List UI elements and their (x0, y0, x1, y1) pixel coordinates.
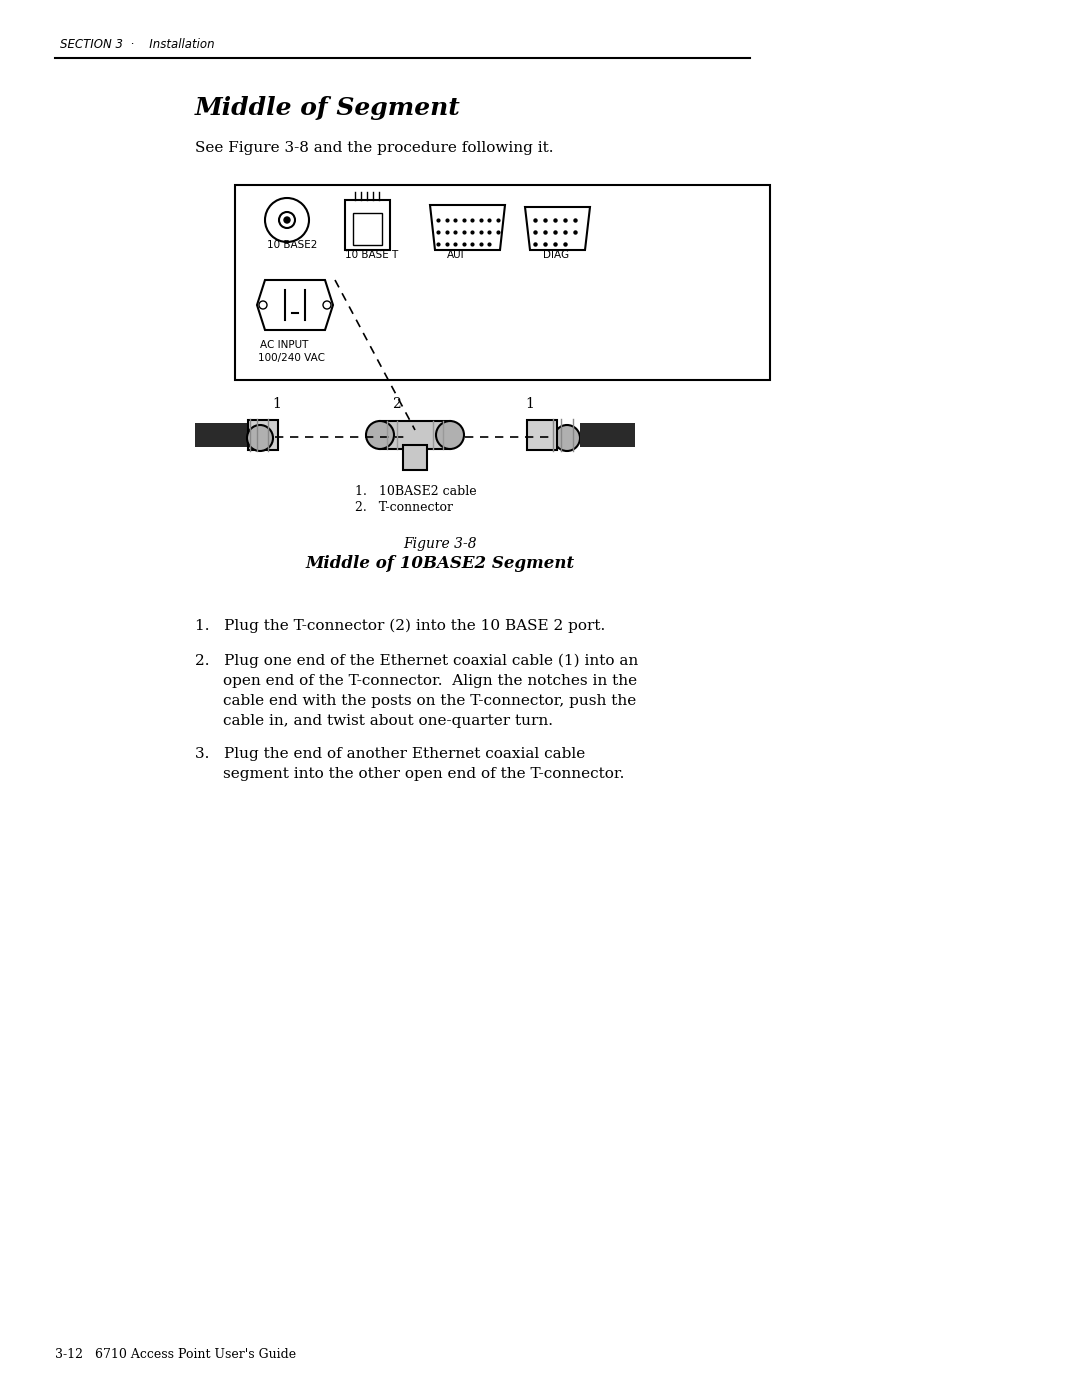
Text: Figure 3-8: Figure 3-8 (403, 536, 476, 550)
Bar (195, 423, 249, 447)
Bar (353, 212, 382, 244)
Text: open end of the T-connector.  Align the notches in the: open end of the T-connector. Align the n… (222, 673, 637, 687)
Circle shape (366, 420, 394, 448)
Text: 100/240 VAC: 100/240 VAC (258, 353, 325, 363)
Circle shape (265, 198, 309, 242)
Text: 3.   Plug the end of another Ethernet coaxial cable: 3. Plug the end of another Ethernet coax… (195, 747, 585, 761)
Text: DIAG: DIAG (543, 250, 569, 260)
Text: 2.   T-connector: 2. T-connector (355, 502, 453, 514)
Text: 10 BASE2: 10 BASE2 (267, 240, 318, 250)
Circle shape (284, 217, 291, 224)
Text: cable end with the posts on the T-connector, push the: cable end with the posts on the T-connec… (222, 694, 636, 708)
Text: 2.   Plug one end of the Ethernet coaxial cable (1) into an: 2. Plug one end of the Ethernet coaxial … (195, 654, 638, 668)
Text: 1.   10BASE2 cable: 1. 10BASE2 cable (355, 485, 476, 497)
Polygon shape (257, 279, 333, 330)
Text: 3-12   6710 Access Point User's Guide: 3-12 6710 Access Point User's Guide (55, 1348, 296, 1361)
Circle shape (436, 420, 464, 448)
Bar (345, 200, 390, 250)
Text: 10 BASE T: 10 BASE T (345, 250, 399, 260)
Text: 1: 1 (525, 397, 534, 411)
Text: Middle of 10BASE2 Segment: Middle of 10BASE2 Segment (306, 555, 575, 571)
Bar (380, 420, 450, 448)
Polygon shape (525, 207, 590, 250)
Text: SECTION 3  ·    Installation: SECTION 3 · Installation (60, 38, 215, 52)
Text: Middle of Segment: Middle of Segment (195, 96, 461, 120)
Text: 2: 2 (392, 397, 401, 411)
Text: AC INPUT: AC INPUT (260, 339, 309, 351)
Bar (580, 423, 635, 447)
Text: AUI: AUI (447, 250, 464, 260)
Text: cable in, and twist about one-quarter turn.: cable in, and twist about one-quarter tu… (222, 714, 553, 728)
Circle shape (554, 425, 580, 451)
Text: See Figure 3-8 and the procedure following it.: See Figure 3-8 and the procedure followi… (195, 141, 554, 155)
Bar (248, 420, 278, 450)
Text: segment into the other open end of the T-connector.: segment into the other open end of the T… (222, 767, 624, 781)
Circle shape (279, 212, 295, 228)
Circle shape (259, 300, 267, 309)
Circle shape (323, 300, 330, 309)
Bar (527, 420, 557, 450)
Bar (403, 446, 427, 469)
Text: 1: 1 (272, 397, 281, 411)
Polygon shape (430, 205, 505, 250)
Circle shape (247, 425, 273, 451)
FancyBboxPatch shape (235, 184, 770, 380)
Text: 1.   Plug the T-connector (2) into the 10 BASE 2 port.: 1. Plug the T-connector (2) into the 10 … (195, 619, 605, 633)
